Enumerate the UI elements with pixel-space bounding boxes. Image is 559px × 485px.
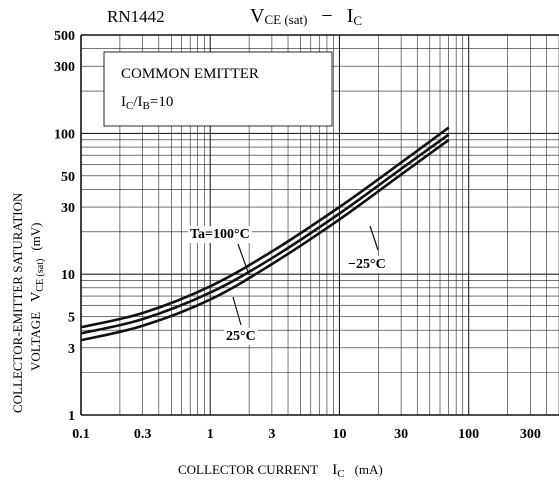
y-axis-label-symbol: V [29,292,44,302]
y-tick-label: 3 [68,342,75,357]
x-tick-label: 30 [394,427,408,442]
x-tick-label: 0.3 [134,427,152,442]
y-axis-label-line2: VOLTAGE VCE (sat) (mV) [28,223,46,372]
label-bg [346,256,388,273]
y-tick-label: 1 [68,409,75,424]
curves [80,126,450,342]
y-tick-labels: 1 3 5 10 30 50 100 300 500 [54,29,75,424]
series-label-1: 25°C [226,329,256,344]
y-axis-label: COLLECTOR-EMITTER SATURATION VOLTAGE VCE … [10,192,46,413]
x-tick-label: 1 [207,427,214,442]
x-tick-label: 3 [268,427,275,442]
x-axis-label-text: COLLECTOR CURRENT [178,462,318,477]
chart-title: VCE (sat) − IC [250,5,362,28]
x-tick-label: 10 [332,427,346,442]
y-tick-label: 5 [68,311,75,326]
y-axis-label-symbol-sub: CE (sat) [35,259,46,292]
label-bg [224,328,258,345]
x-tick-label: 300 [520,427,541,442]
ratio-mid: /I [133,94,142,110]
title-main-sub: CE (sat) [264,12,307,27]
series-line-0 [80,126,450,329]
y-tick-label: 500 [54,29,75,44]
ratio-value: =10 [150,94,173,110]
x-axis-label-unit: (mA) [355,462,383,477]
series-label-0: Ta=100°C [190,227,250,242]
curve-labels: Ta=100°C −25°C 25°C [188,225,388,345]
y-axis-label-line2-text: VOLTAGE [28,312,43,371]
x-axis-label-symbol: I [332,462,337,478]
y-tick-label: 10 [61,268,75,283]
conditions-line1: COMMON EMITTER [121,66,259,82]
y-axis-label-line1: COLLECTOR-EMITTER SATURATION [10,192,25,413]
x-tick-labels: 0.1 0.3 1 3 10 30 100 300 [72,427,541,442]
y-tick-label: 30 [61,201,75,216]
y-tick-label: 50 [61,170,75,185]
label-bg [188,226,252,243]
ratio-left: I [121,94,126,110]
title-x: I [347,5,354,27]
conditions-ratio: IC/IB=10 [121,94,173,112]
y-axis-label-unit: (mV) [28,223,43,251]
ratio-right-sub: B [143,100,150,112]
y-tick-label: 300 [54,60,75,75]
part-number: RN1442 [107,7,165,26]
leader-line [369,225,379,251]
x-tick-label: 0.1 [72,427,90,442]
leader-line [232,296,242,326]
y-tick-label: 100 [54,127,75,142]
title-x-sub: C [353,13,362,28]
ratio-left-sub: C [126,100,133,112]
conditions-box [103,51,333,127]
series-line-1 [80,133,450,335]
leader-line [237,243,249,273]
series-line-2 [80,138,450,342]
x-axis-label: COLLECTOR CURRENT IC (mA) [178,462,383,480]
x-tick-label: 100 [458,427,479,442]
title-dash: − [321,5,332,27]
x-axis-label-symbol-sub: C [337,468,344,480]
title-main: V [250,5,265,27]
series-label-2: −25°C [348,257,386,272]
